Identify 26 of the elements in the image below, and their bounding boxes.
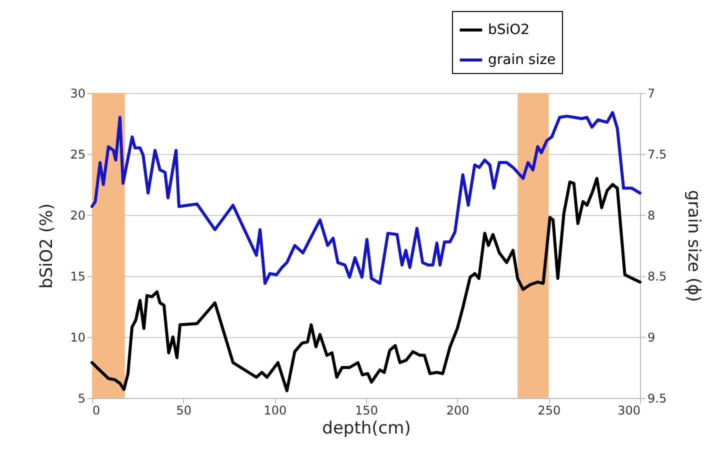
y-tick-label: 15: [70, 270, 86, 284]
line-series: [90, 111, 642, 285]
x-tick-label: 300: [618, 404, 640, 418]
legend-label: bSiO2: [488, 22, 530, 38]
y2-tick-label: 8.5: [648, 270, 667, 284]
y-tick-label: 20: [70, 208, 86, 222]
x-tick-label: 200: [446, 404, 470, 418]
y2-tick-label: 7.5: [648, 148, 667, 162]
y-axis-title: bSiO2 (%): [37, 203, 58, 289]
y2-tick-label: 8: [648, 208, 656, 222]
y-tick-label: 30: [70, 86, 86, 100]
y2-tick-label: 9.5: [648, 392, 667, 406]
y2-tick-label: 7: [648, 86, 656, 100]
x-tick-label: 150: [355, 404, 378, 418]
x-tick-label: 100: [264, 404, 287, 418]
y2-axis-title: grain size (ϕ): [684, 190, 704, 302]
x-axis-title: depth(cm): [322, 418, 411, 438]
x-tick-label: 0: [92, 404, 100, 418]
line-series: [90, 176, 642, 392]
x-tick-label: 50: [176, 404, 192, 418]
y-tick-label: 5: [78, 392, 86, 406]
y-tick-label: 10: [70, 330, 86, 344]
x-tick-label: 250: [538, 404, 561, 418]
y-tick-label: 25: [70, 148, 86, 162]
legend-label: grain size: [488, 52, 556, 68]
y2-tick-label: 9: [648, 330, 656, 344]
